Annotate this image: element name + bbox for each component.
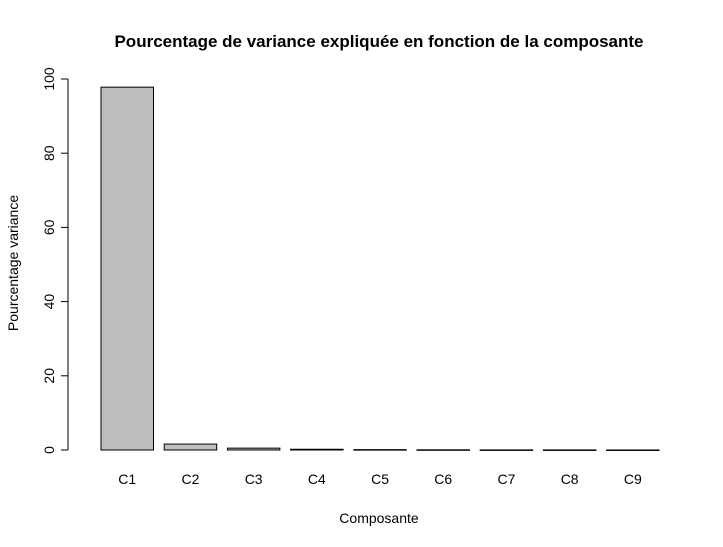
x-axis-label: Composante xyxy=(339,510,419,526)
x-tick-label-c5: C5 xyxy=(371,471,389,487)
x-tick-label-c4: C4 xyxy=(308,471,326,487)
x-tick-label-c3: C3 xyxy=(245,471,263,487)
bar-c1 xyxy=(100,86,154,451)
y-axis: 0 20 40 60 80 100 xyxy=(41,67,69,454)
x-tick-label-c7: C7 xyxy=(497,471,515,487)
x-tick-label-c8: C8 xyxy=(561,471,579,487)
chart-title: Pourcentage de variance expliquée en fon… xyxy=(114,32,643,51)
y-tick-label: 20 xyxy=(41,368,57,384)
x-tick-labels: C1 C2 C3 C4 C5 C6 C7 C8 C9 xyxy=(118,471,642,487)
y-tick-label: 0 xyxy=(41,446,57,454)
x-tick-label-c6: C6 xyxy=(434,471,452,487)
bar-c5 xyxy=(353,449,407,451)
bar-c6 xyxy=(416,449,470,451)
bar-c7 xyxy=(479,449,534,451)
bar-c2 xyxy=(163,443,218,451)
y-tick-label: 80 xyxy=(41,145,57,161)
x-tick-label-c9: C9 xyxy=(624,471,642,487)
bar-c3 xyxy=(226,447,281,451)
y-axis-label: Pourcentage variance xyxy=(5,195,21,331)
bars-group xyxy=(100,86,660,451)
bar-c8 xyxy=(542,449,597,451)
y-tick-label: 100 xyxy=(41,67,57,91)
x-tick-label-c2: C2 xyxy=(181,471,199,487)
y-tick-label: 60 xyxy=(41,219,57,235)
bar-c4 xyxy=(290,448,344,451)
y-tick-label: 40 xyxy=(41,294,57,310)
x-tick-label-c1: C1 xyxy=(118,471,136,487)
bar-c9 xyxy=(606,449,660,451)
